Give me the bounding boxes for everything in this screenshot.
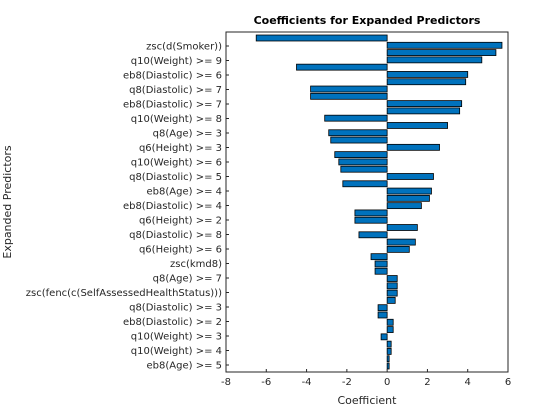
y-tick-label: q8(Age) >= 3: [153, 129, 222, 140]
bar: [386, 100, 463, 107]
bar: [328, 129, 388, 137]
y-tick-label: q8(Diastolic) >= 7: [129, 85, 222, 96]
y-tick-label: zsc(kmd8): [170, 259, 222, 270]
bar: [310, 85, 388, 93]
bar: [386, 187, 432, 195]
x-tick-label: 0: [384, 377, 390, 388]
bar: [330, 136, 388, 144]
x-axis-label: Coefficient: [338, 394, 398, 407]
bar: [386, 202, 422, 210]
bar: [255, 34, 388, 42]
bar: [354, 209, 388, 217]
bar: [386, 56, 483, 64]
x-tick-label: -6: [261, 377, 271, 388]
y-tick-label: q10(Weight) >= 8: [131, 114, 222, 125]
bar: [386, 78, 467, 86]
bar: [386, 41, 503, 49]
bar: [374, 267, 388, 275]
bar: [386, 289, 398, 297]
bar: [386, 355, 390, 363]
axes-box: [225, 31, 509, 373]
y-tick-label: q10(Weight) >= 6: [131, 158, 222, 169]
bar: [386, 224, 418, 231]
y-tick-label: eb8(Diastolic) >= 4: [123, 201, 222, 212]
x-tick-label: -8: [221, 377, 231, 388]
x-tick-label: 4: [465, 377, 471, 388]
bar: [380, 333, 388, 341]
y-ticks-group: zsc(d(Smoker)) q10(Weight) >= 9 eb8(Diasto…: [26, 42, 229, 372]
bar: [386, 297, 396, 304]
bar: [324, 114, 388, 122]
y-tick-label: q10(Weight) >= 9: [131, 56, 222, 67]
bar: [386, 238, 416, 246]
bar: [386, 326, 394, 333]
bar: [358, 231, 388, 239]
bar: [386, 348, 392, 355]
y-tick-label: q8(Diastolic) >= 3: [129, 303, 222, 314]
y-tick-label: q6(Height) >= 3: [139, 143, 222, 154]
bar: [386, 107, 461, 115]
bar: [386, 245, 410, 253]
bar: [386, 122, 448, 129]
bar: [296, 63, 388, 71]
bar: [386, 49, 497, 56]
y-tick-label: zsc(d(Smoker)): [146, 42, 222, 53]
y-tick-label: eb8(Diastolic) >= 6: [123, 71, 222, 82]
x-tick-label: -2: [342, 377, 352, 388]
y-tick-label: eb8(Age) >= 4: [147, 187, 222, 198]
bars-group: [255, 34, 503, 370]
bar: [377, 304, 388, 312]
bar: [386, 143, 440, 151]
bar: [310, 92, 388, 100]
x-tick-label: 2: [424, 377, 430, 388]
bar: [340, 165, 388, 173]
y-tick-label: zsc(fenc(c(SelfAssessedHealthStatus))): [26, 288, 222, 299]
y-tick-label: q8(Age) >= 7: [153, 274, 222, 285]
x-tick-label: 6: [505, 377, 511, 388]
bar: [354, 216, 388, 224]
bar: [386, 71, 469, 78]
bar: [370, 253, 388, 261]
bar: [338, 158, 388, 166]
y-tick-label: eb8(Diastolic) >= 7: [123, 100, 222, 111]
y-tick-label: q10(Weight) >= 3: [131, 332, 222, 343]
bar: [386, 340, 392, 348]
bar: [334, 151, 388, 159]
chart-title: Coefficients for Expanded Predictors: [254, 14, 481, 27]
bar: [386, 318, 394, 326]
bar: [386, 282, 398, 290]
y-tick-label: eb8(Age) >= 5: [147, 361, 222, 372]
y-tick-label: q6(Height) >= 2: [139, 216, 222, 227]
bar: [386, 275, 398, 282]
y-axis-label: Expanded Predictors: [1, 145, 14, 259]
bar: [386, 194, 430, 202]
bar: [342, 180, 388, 188]
x-tick-label: -4: [302, 377, 312, 388]
y-tick-label: q8(Diastolic) >= 5: [129, 172, 222, 183]
y-tick-label: q6(Height) >= 6: [139, 245, 222, 256]
x-ticks-group: -8 -6 -4 -2 0 2 4 6: [221, 369, 511, 388]
bar: [386, 173, 434, 180]
y-tick-label: q10(Weight) >= 4: [131, 346, 222, 357]
y-tick-label: eb8(Diastolic) >= 2: [123, 317, 222, 328]
bar: [386, 362, 390, 370]
bar: [374, 260, 388, 268]
bar: [377, 311, 388, 319]
y-tick-label: q8(Diastolic) >= 8: [129, 230, 222, 241]
